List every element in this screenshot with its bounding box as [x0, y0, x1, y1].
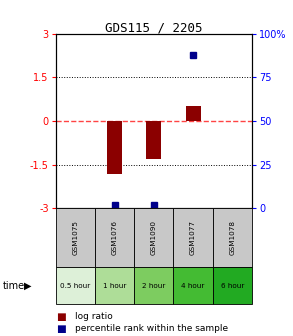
Text: GSM1077: GSM1077	[190, 220, 196, 255]
Text: percentile rank within the sample: percentile rank within the sample	[75, 324, 228, 333]
Text: log ratio: log ratio	[75, 312, 113, 321]
Text: GSM1078: GSM1078	[229, 220, 235, 255]
Text: 1 hour: 1 hour	[103, 283, 126, 289]
Bar	[186, 107, 200, 121]
Bar	[146, 121, 161, 159]
Text: ■: ■	[56, 324, 65, 334]
Text: 4 hour: 4 hour	[181, 283, 205, 289]
Text: 2 hour: 2 hour	[142, 283, 166, 289]
Text: GDS115 / 2205: GDS115 / 2205	[105, 22, 202, 35]
Text: ■: ■	[56, 311, 65, 322]
Text: GSM1090: GSM1090	[151, 220, 157, 255]
Text: GSM1076: GSM1076	[112, 220, 117, 255]
Text: 0.5 hour: 0.5 hour	[60, 283, 91, 289]
Text: time: time	[3, 281, 25, 291]
Text: ▶: ▶	[24, 281, 32, 291]
Text: 6 hour: 6 hour	[221, 283, 244, 289]
Bar	[107, 121, 122, 174]
Text: GSM1075: GSM1075	[72, 220, 78, 255]
